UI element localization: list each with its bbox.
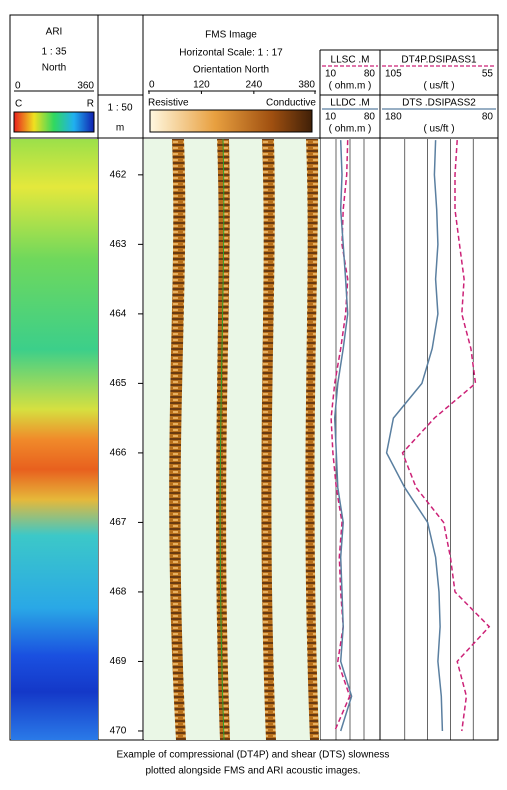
tick-label: 240 xyxy=(245,80,262,91)
curve-name: DTS .DSIPASS2 xyxy=(402,98,476,109)
depth-label: 469 xyxy=(110,656,127,667)
curve-name: LLSC .M xyxy=(331,55,370,66)
tick-label: 80 xyxy=(482,112,494,123)
colorbar xyxy=(13,111,95,133)
caption: Example of compressional (DT4P) and shea… xyxy=(117,750,390,761)
label: m xyxy=(116,123,124,134)
caption: plotted alongside FMS and ARI acoustic i… xyxy=(145,766,360,777)
label: 1 : 35 xyxy=(41,47,66,58)
label: Resistive xyxy=(148,98,189,109)
label: Horizontal Scale: 1 : 17 xyxy=(179,48,283,59)
ari-title: ARI xyxy=(46,27,63,38)
unit-label: ( us/ft ) xyxy=(423,124,454,135)
curve xyxy=(333,140,353,732)
depth-label: 463 xyxy=(110,239,127,250)
curve-name: LLDC .M xyxy=(330,98,369,109)
curve-name: DT4P.DSIPASS1 xyxy=(401,55,477,66)
tick-label: 10 xyxy=(325,69,337,80)
fms-title: FMS Image xyxy=(205,30,257,41)
curve xyxy=(401,140,491,732)
tick-label: 10 xyxy=(325,112,337,123)
curve xyxy=(330,140,351,732)
tick-label: 180 xyxy=(385,112,402,123)
unit-label: ( us/ft ) xyxy=(423,81,454,92)
tick-label: 105 xyxy=(385,69,402,80)
label: Orientation North xyxy=(193,65,269,76)
depth-label: 464 xyxy=(110,309,127,320)
curve xyxy=(385,140,444,732)
colorbar xyxy=(149,109,313,133)
depth-label: 466 xyxy=(110,448,127,459)
tick-label: 120 xyxy=(193,80,210,91)
depth-label: 465 xyxy=(110,378,127,389)
label: C xyxy=(15,99,22,110)
tick-label: 0 xyxy=(149,80,155,91)
label: 1 : 50 xyxy=(107,103,132,114)
depth-label: 468 xyxy=(110,587,127,598)
label: R xyxy=(87,99,94,110)
ari-image xyxy=(11,139,98,740)
depth-label: 470 xyxy=(110,726,127,737)
tick-label: 0 xyxy=(15,81,21,92)
tick-label: 360 xyxy=(77,81,94,92)
unit-label: ( ohm.m ) xyxy=(329,124,372,135)
unit-label: ( ohm.m ) xyxy=(329,81,372,92)
label: Conductive xyxy=(266,98,316,109)
tick-label: 80 xyxy=(364,112,376,123)
depth-label: 467 xyxy=(110,517,127,528)
depth-label: 462 xyxy=(110,169,127,180)
tick-label: 380 xyxy=(298,80,315,91)
fms-pads xyxy=(169,138,319,741)
label: North xyxy=(42,63,66,74)
tick-label: 80 xyxy=(364,69,376,80)
tick-label: 55 xyxy=(482,69,494,80)
